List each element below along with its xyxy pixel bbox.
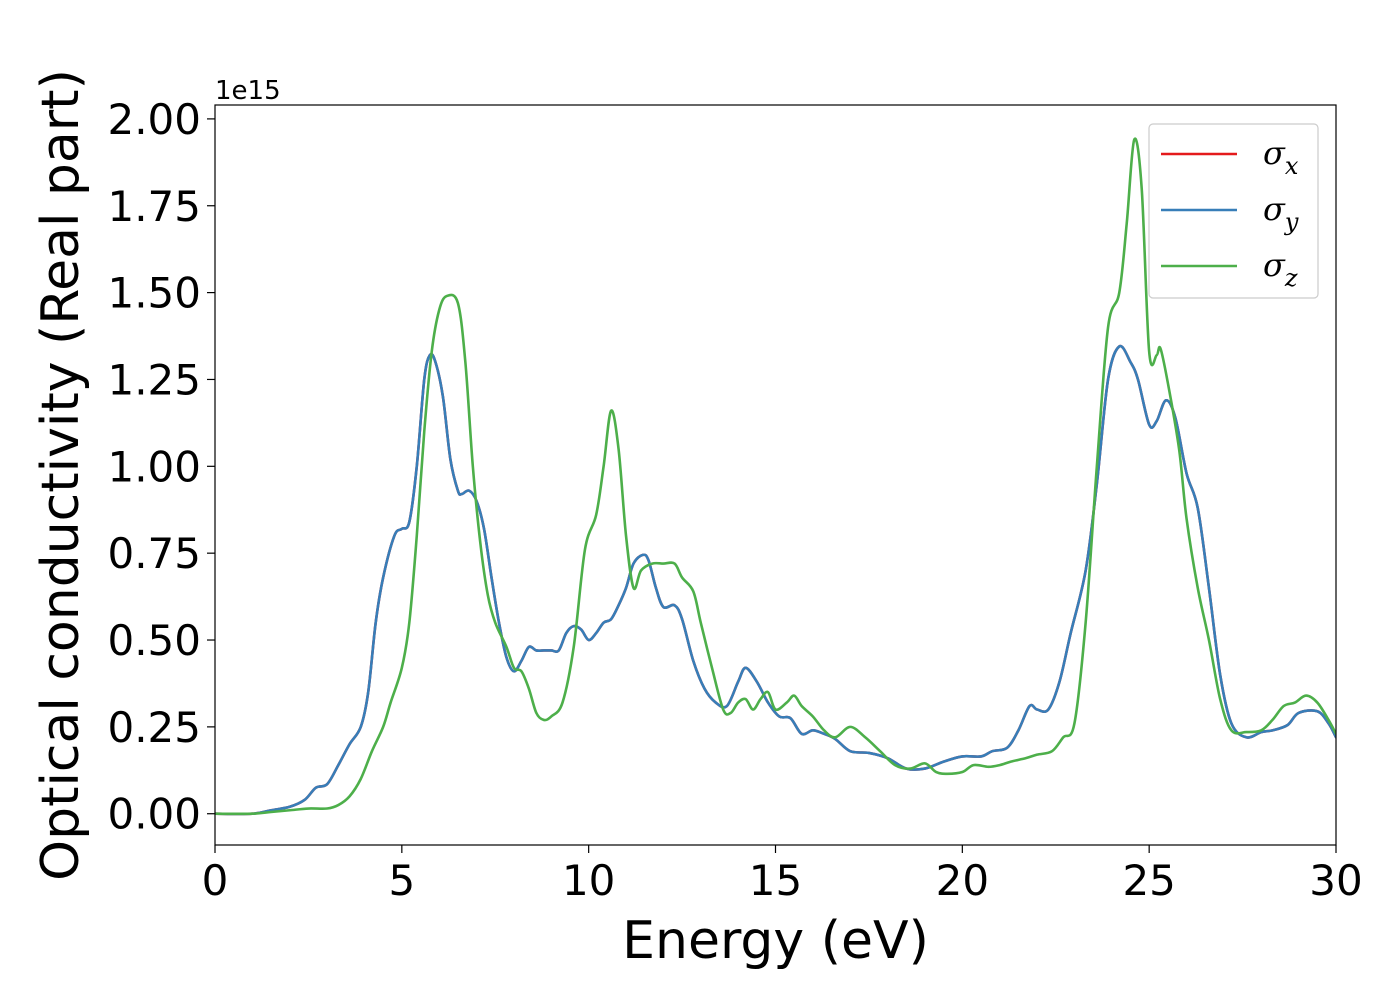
x-tick-label: 0 [202,856,229,905]
legend-label-z: σz [1263,246,1298,292]
legend-subscript: y [1284,208,1299,236]
y-offset-label: 1e15 [215,76,281,106]
x-tick-label: 10 [562,856,615,905]
legend-symbol: σ [1263,190,1286,228]
x-tick-label: 15 [749,856,802,905]
x-tick-label: 30 [1309,856,1362,905]
x-tick-label: 5 [388,856,415,905]
y-tick-label: 0.75 [107,529,201,578]
y-axis-label: Optical conductivity (Real part) [31,69,91,881]
y-tick-label: 1.50 [107,269,201,318]
x-tick-label: 25 [1122,856,1175,905]
y-axis-ticks: 0.00 0.25 0.50 0.75 1.00 1.25 1.50 1.75 2.00 [107,95,215,839]
legend-symbol: σ [1263,246,1286,284]
legend-label-y: σy [1263,190,1299,236]
legend-symbol: σ [1263,134,1286,172]
x-axis-ticks: 0 5 10 15 20 25 30 [202,845,1363,905]
y-tick-label: 0.25 [107,703,201,752]
legend-subscript: x [1285,152,1299,180]
legend-label-x: σx [1263,134,1299,180]
y-tick-label: 1.75 [107,182,201,231]
y-tick-label: 1.25 [107,355,201,404]
legend-subscript: z [1284,264,1298,292]
y-tick-label: 0.00 [107,790,201,839]
x-axis-label: Energy (eV) [622,911,929,971]
series-line-y [215,344,1336,816]
series-layer [215,137,1336,816]
y-tick-label: 0.50 [107,616,201,665]
y-tick-label: 2.00 [107,95,201,144]
y-tick-label: 1.00 [107,442,201,491]
series-line-z [215,137,1336,816]
x-tick-label: 20 [936,856,989,905]
